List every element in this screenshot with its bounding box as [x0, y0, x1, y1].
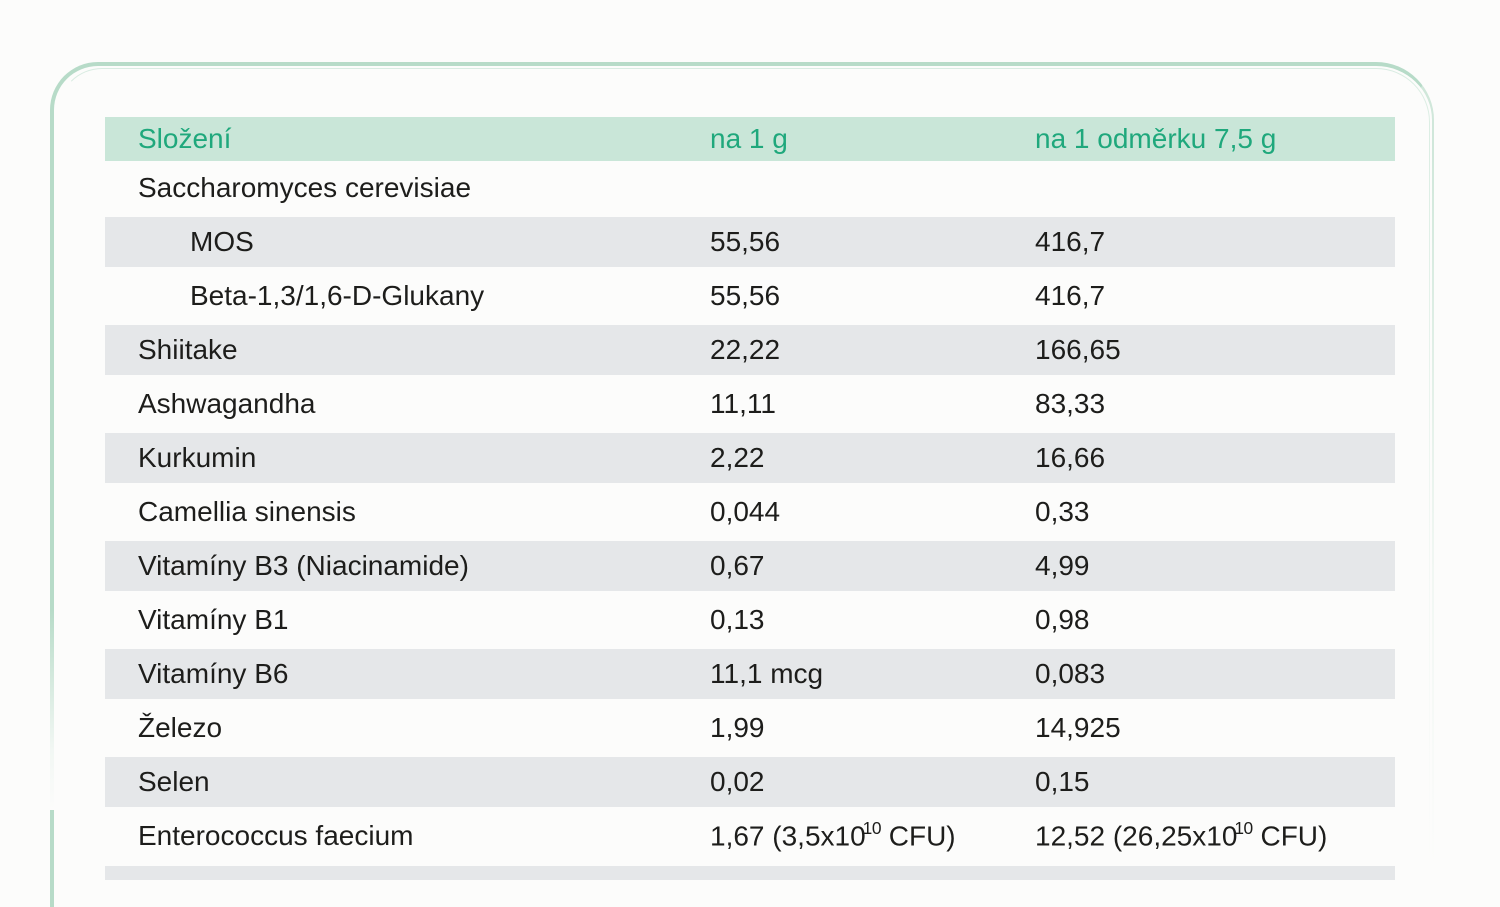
ingredient-name: Shiitake: [138, 334, 238, 365]
table-bottom-band: [105, 866, 1395, 880]
ingredient-name: Vitamíny B1: [138, 604, 289, 635]
value-per-1g: 55,56: [710, 226, 781, 257]
ingredient-name: Beta-1,3/1,6-D-Glukany: [190, 280, 485, 311]
table-row: Enterococcus faecium 1,67 (3,5x1010 CFU)…: [105, 809, 1395, 863]
value-per-1g: 22,22: [710, 334, 781, 365]
value-exponent: 10: [862, 818, 882, 839]
table-row: MOS 55,56 416,7: [105, 215, 1395, 269]
value-exponent: 10: [1234, 818, 1253, 839]
table-row: Vitamíny B1 0,13 0,98: [105, 593, 1395, 647]
ingredient-name: Camellia sinensis: [138, 496, 356, 527]
table-row: Shiitake 22,22 166,65: [105, 323, 1395, 377]
ingredient-name: Vitamíny B6: [138, 658, 289, 689]
value-per-scoop: 4,99: [1035, 550, 1090, 581]
table-row: Vitamíny B6 11,1 mcg 0,083: [105, 647, 1395, 701]
table-row: Vitamíny B3 (Niacinamide) 0,67 4,99: [105, 539, 1395, 593]
value-per-1g: 0,02: [710, 766, 765, 797]
value-per-scoop: 416,7: [1035, 280, 1106, 311]
table-row: Selen 0,02 0,15: [105, 755, 1395, 809]
table-row: Kurkumin 2,22 16,66: [105, 431, 1395, 485]
value-per-scoop: 416,7: [1035, 226, 1106, 257]
value-per-1g: 2,22: [710, 442, 765, 473]
value-per-1g: 0,044: [710, 496, 781, 527]
table-row: Ashwagandha 11,11 83,33: [105, 377, 1395, 431]
composition-table: Složení na 1 g na 1 odměrku 7,5 g Saccha…: [105, 117, 1395, 880]
value-per-1g: 1,67 (3,5x1010 CFU): [710, 818, 1035, 852]
ingredient-name: Kurkumin: [138, 442, 257, 473]
value-per-scoop: 0,98: [1035, 604, 1090, 635]
value-per-1g: 0,67: [710, 550, 765, 581]
value-per-1g: 55,56: [710, 280, 781, 311]
value-per-1g: 0,13: [710, 604, 765, 635]
value-text: 12,52 (26,25x10: [1035, 820, 1238, 852]
value-unit: CFU): [1252, 820, 1328, 852]
value-per-scoop: 0,083: [1035, 658, 1106, 689]
ingredient-name: Selen: [138, 766, 210, 797]
value-per-scoop: 16,66: [1035, 442, 1106, 473]
value-per-1g: 1,99: [710, 712, 765, 743]
value-per-scoop: 12,52 (26,25x1010 CFU): [1035, 818, 1395, 852]
table-row: Železo 1,99 14,925: [105, 701, 1395, 755]
ingredient-name: Enterococcus faecium: [138, 820, 414, 851]
value-per-1g: 11,11: [710, 388, 776, 419]
value-unit: CFU): [880, 820, 956, 852]
value-per-scoop: 14,925: [1035, 712, 1121, 743]
table-row: Camellia sinensis 0,044 0,33: [105, 485, 1395, 539]
table-header-row: Složení na 1 g na 1 odměrku 7,5 g: [105, 117, 1395, 161]
ingredient-name: Vitamíny B3 (Niacinamide): [138, 550, 469, 581]
frame-left-fade: [42, 610, 62, 810]
frame-right-fade: [1422, 150, 1444, 907]
value-text: 1,67 (3,5x10: [710, 820, 866, 852]
ingredient-name: Ashwagandha: [138, 388, 316, 419]
ingredient-name: MOS: [190, 226, 254, 257]
value-per-scoop: 0,15: [1035, 766, 1090, 797]
value-per-scoop: 0,33: [1035, 496, 1090, 527]
value-per-scoop: 83,33: [1035, 388, 1106, 419]
header-per-1g: na 1 g: [710, 123, 788, 154]
value-per-scoop: 166,65: [1035, 334, 1121, 365]
table-row: Beta-1,3/1,6-D-Glukany 55,56 416,7: [105, 269, 1395, 323]
table-row: Saccharomyces cerevisiae: [105, 161, 1395, 215]
header-ingredient: Složení: [138, 123, 232, 154]
header-per-scoop: na 1 odměrku 7,5 g: [1035, 123, 1277, 154]
value-per-1g: 11,1 mcg: [710, 658, 824, 689]
ingredient-name: Saccharomyces cerevisiae: [138, 172, 472, 203]
ingredient-name: Železo: [138, 712, 223, 743]
